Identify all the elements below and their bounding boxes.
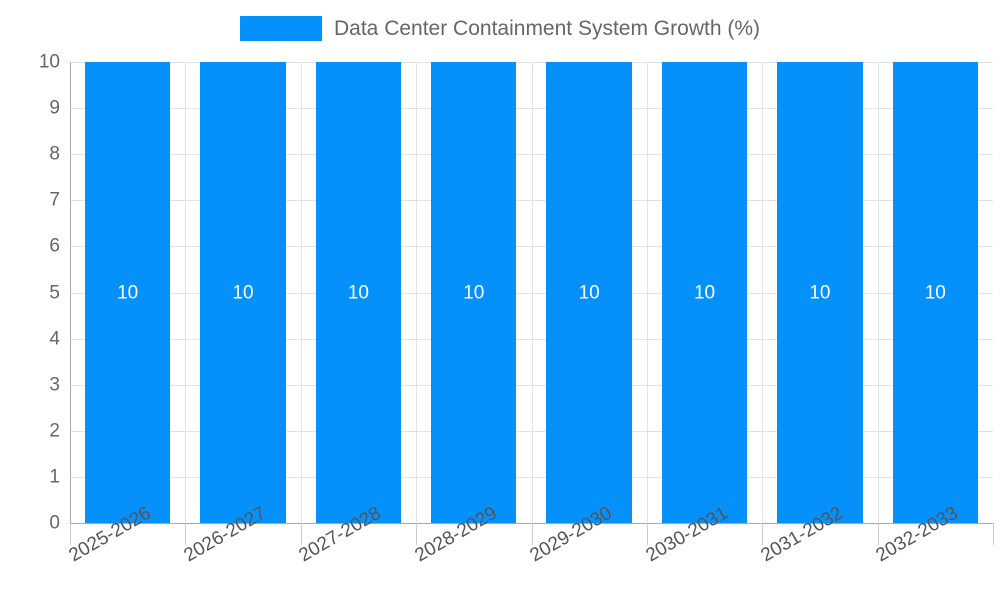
bar-value-label: 10 [693, 282, 716, 303]
chart-legend: Data Center Containment System Growth (%… [0, 0, 1000, 56]
x-tick-mark [70, 523, 71, 545]
x-tick-mark [531, 523, 533, 545]
x-axis-tick-labels: 2025-2026 2026-2027 2027-2028 2028-2029 2029… [65, 503, 994, 600]
bar-value-label: 10 [347, 282, 369, 303]
bar[interactable] [777, 62, 863, 523]
bar-value-label: 10 [809, 282, 831, 303]
bar-value-label: 10 [924, 282, 946, 303]
x-tick-band: 2026-2027 [181, 503, 300, 600]
x-tick-band: 2025-2026 [65, 503, 185, 600]
x-tick-mark [877, 523, 879, 545]
y-tick-label: 5 [49, 282, 60, 303]
bar-band: 10 [185, 62, 300, 523]
x-tick-band: 2030-2031 [642, 503, 762, 600]
x-tick-mark [185, 523, 187, 545]
bar-value-label: 10 [232, 282, 254, 303]
bar-band: 10 [70, 62, 185, 523]
legend-color-swatch [240, 15, 322, 41]
y-tick-label: 0 [49, 512, 60, 534]
x-tick-mark [646, 523, 648, 545]
bar-band: 10 [762, 62, 877, 523]
y-axis-line [70, 62, 71, 523]
plot-area: 10 10 10 10 10 10 10 10 [70, 62, 993, 523]
y-tick-label: 10 [38, 51, 60, 73]
bar-value-label: 10 [117, 282, 139, 303]
x-tick-mark [762, 523, 764, 545]
x-tick-mark [416, 523, 418, 545]
y-tick-label: 4 [49, 328, 60, 350]
x-tick-mark [300, 523, 302, 545]
bar-band: 10 [301, 62, 416, 523]
bar-value-label: 10 [463, 282, 485, 303]
bar[interactable] [315, 62, 402, 523]
x-tick-band: 2028-2029 [411, 503, 531, 600]
legend-item-label: Data Center Containment System Growth (%… [334, 16, 760, 40]
x-tick-mark [993, 523, 994, 545]
bar-band: 10 [532, 62, 647, 523]
y-tick-label: 3 [49, 374, 60, 396]
bar[interactable] [84, 62, 171, 523]
bar-group: 10 10 10 10 10 10 10 10 [70, 62, 993, 523]
bar[interactable] [661, 62, 748, 523]
x-tick-band: 2029-2030 [527, 503, 647, 600]
bar-band: 10 [416, 62, 531, 523]
y-tick-label: 8 [49, 143, 60, 165]
legend-item-0[interactable]: Data Center Containment System Growth (%… [240, 15, 760, 41]
bar[interactable] [892, 62, 978, 523]
y-tick-label: 7 [49, 189, 60, 211]
bar-band: 10 [878, 62, 993, 523]
x-tick-band: 2032-2033 [873, 503, 993, 600]
x-tick-band: 2031-2032 [757, 503, 877, 600]
y-tick-label: 1 [49, 466, 60, 488]
bar-value-label: 10 [578, 282, 600, 303]
bar[interactable] [431, 62, 517, 523]
y-tick-label: 9 [49, 97, 60, 119]
y-axis-tick-labels: 0 1 2 3 4 5 6 7 8 9 10 [0, 53, 60, 533]
bar[interactable] [546, 62, 632, 523]
y-tick-label: 2 [49, 420, 60, 442]
bar-band: 10 [647, 62, 762, 523]
bar[interactable] [200, 62, 286, 523]
y-tick-label: 6 [49, 235, 60, 257]
x-tick-band: 2027-2028 [296, 503, 416, 600]
